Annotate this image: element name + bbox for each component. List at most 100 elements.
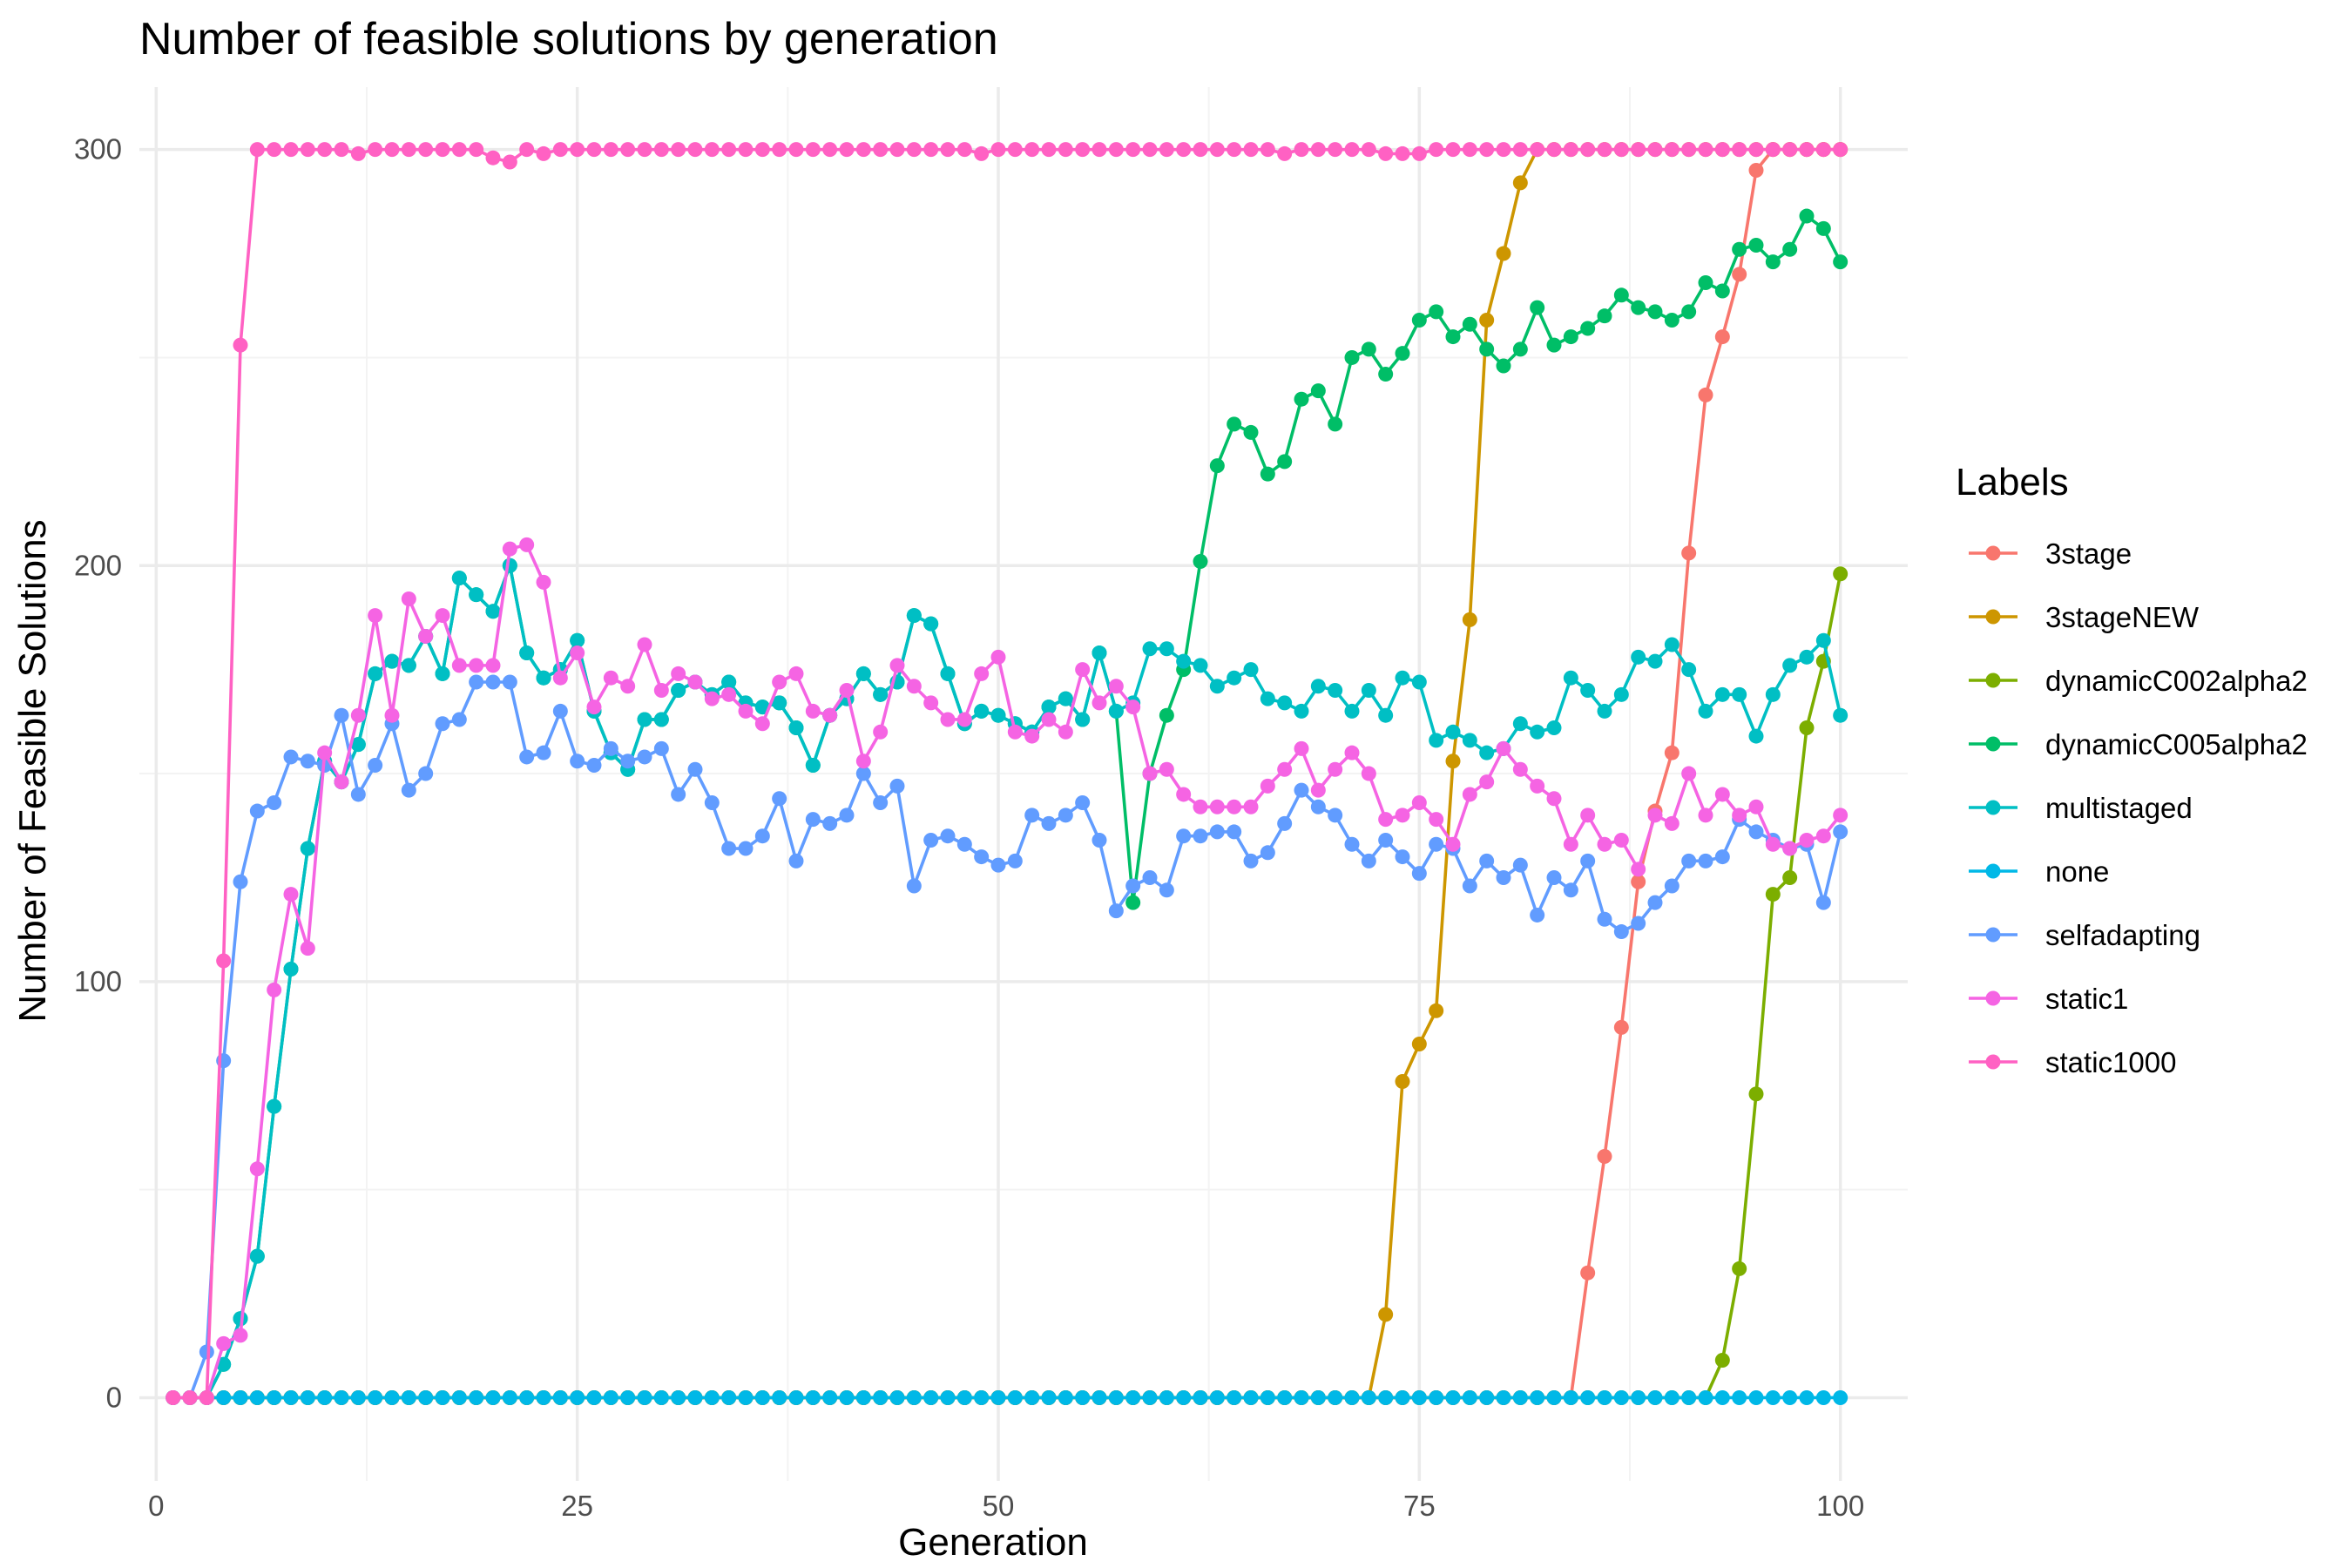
- data-point: [1041, 142, 1057, 158]
- data-point: [1799, 720, 1815, 736]
- data-point: [1732, 142, 1747, 158]
- x-tick-label: 25: [561, 1490, 593, 1522]
- data-point: [1294, 703, 1309, 719]
- data-point: [1328, 142, 1343, 158]
- data-point: [1361, 142, 1376, 158]
- y-tick-label: 0: [106, 1381, 122, 1413]
- grid: [139, 87, 1908, 1481]
- axes: 0 25 50 75 100 0 100 200 300: [74, 133, 1864, 1522]
- data-point: [1277, 695, 1293, 711]
- data-point: [1209, 679, 1225, 694]
- data-point: [1209, 458, 1225, 474]
- data-point: [570, 142, 585, 158]
- data-point: [1125, 700, 1141, 715]
- data-point: [1007, 724, 1023, 740]
- data-point: [267, 794, 282, 810]
- data-point: [805, 758, 821, 774]
- data-point: [1597, 308, 1612, 324]
- data-point: [1310, 142, 1326, 158]
- data-point: [384, 1389, 400, 1405]
- data-point: [1563, 882, 1578, 898]
- data-point: [1496, 869, 1511, 885]
- data-point: [1681, 662, 1697, 678]
- data-point: [1227, 1389, 1242, 1405]
- data-point: [1378, 1389, 1394, 1405]
- data-point: [704, 691, 720, 706]
- data-point: [249, 142, 265, 158]
- data-point: [1411, 145, 1427, 161]
- data-point: [1445, 754, 1461, 769]
- data-point: [956, 1389, 972, 1405]
- data-point: [435, 666, 450, 681]
- data-point: [1142, 766, 1158, 781]
- data-point: [267, 1098, 282, 1114]
- data-point: [1041, 700, 1057, 715]
- data-point: [1512, 716, 1528, 732]
- data-point: [350, 707, 366, 723]
- data-point: [536, 745, 551, 760]
- data-point: [552, 670, 568, 686]
- data-point: [1209, 824, 1225, 840]
- data-point: [1512, 761, 1528, 777]
- data-point: [1530, 142, 1545, 158]
- legend-item-selfadapting: selfadapting: [1969, 919, 2200, 951]
- data-point: [671, 142, 686, 158]
- data-point: [451, 571, 467, 586]
- data-point: [1815, 828, 1831, 844]
- legend-title: Labels: [1956, 461, 2069, 504]
- data-point: [267, 982, 282, 997]
- data-point: [1075, 142, 1091, 158]
- data-point: [570, 1389, 585, 1405]
- data-point: [1429, 1389, 1444, 1405]
- data-point: [1462, 733, 1477, 748]
- data-point: [1698, 142, 1713, 158]
- data-point: [1260, 142, 1275, 158]
- data-point: [249, 1248, 265, 1264]
- data-point: [1833, 824, 1848, 840]
- data-point: [1664, 1389, 1680, 1405]
- data-point: [1260, 691, 1275, 706]
- data-point: [1361, 683, 1376, 699]
- data-point: [233, 874, 248, 889]
- data-point: [1530, 300, 1545, 315]
- data-point: [974, 145, 990, 161]
- data-point: [1159, 707, 1174, 723]
- data-point: [620, 679, 636, 694]
- data-point: [653, 712, 669, 727]
- data-point: [687, 1389, 703, 1405]
- data-point: [772, 695, 787, 711]
- data-point: [1260, 845, 1275, 861]
- data-point: [990, 707, 1006, 723]
- data-point: [384, 142, 400, 158]
- data-point: [1613, 686, 1629, 702]
- data-point: [990, 649, 1006, 665]
- data-point: [570, 645, 585, 661]
- data-point: [1765, 887, 1781, 902]
- data-point: [1227, 799, 1242, 814]
- data-point: [1378, 832, 1394, 848]
- x-tick-label: 0: [148, 1490, 164, 1522]
- data-point: [1058, 691, 1073, 706]
- data-point: [216, 953, 232, 969]
- data-point: [1580, 142, 1596, 158]
- data-point: [1714, 849, 1730, 865]
- data-point: [1664, 878, 1680, 894]
- data-point: [435, 142, 450, 158]
- data-point: [1462, 787, 1477, 802]
- data-point: [1092, 645, 1107, 661]
- legend-label: static1000: [2045, 1046, 2176, 1078]
- data-point: [1546, 1389, 1562, 1405]
- data-point: [1698, 853, 1713, 868]
- data-point: [687, 761, 703, 777]
- data-point: [1243, 853, 1259, 868]
- data-point: [435, 716, 450, 732]
- data-point: [1748, 142, 1764, 158]
- data-point: [1681, 1389, 1697, 1405]
- data-point: [368, 142, 383, 158]
- data-point: [974, 666, 990, 681]
- data-point: [451, 658, 467, 673]
- data-point: [1647, 304, 1663, 320]
- data-point: [721, 674, 737, 690]
- data-point: [637, 1389, 652, 1405]
- data-point: [855, 1389, 871, 1405]
